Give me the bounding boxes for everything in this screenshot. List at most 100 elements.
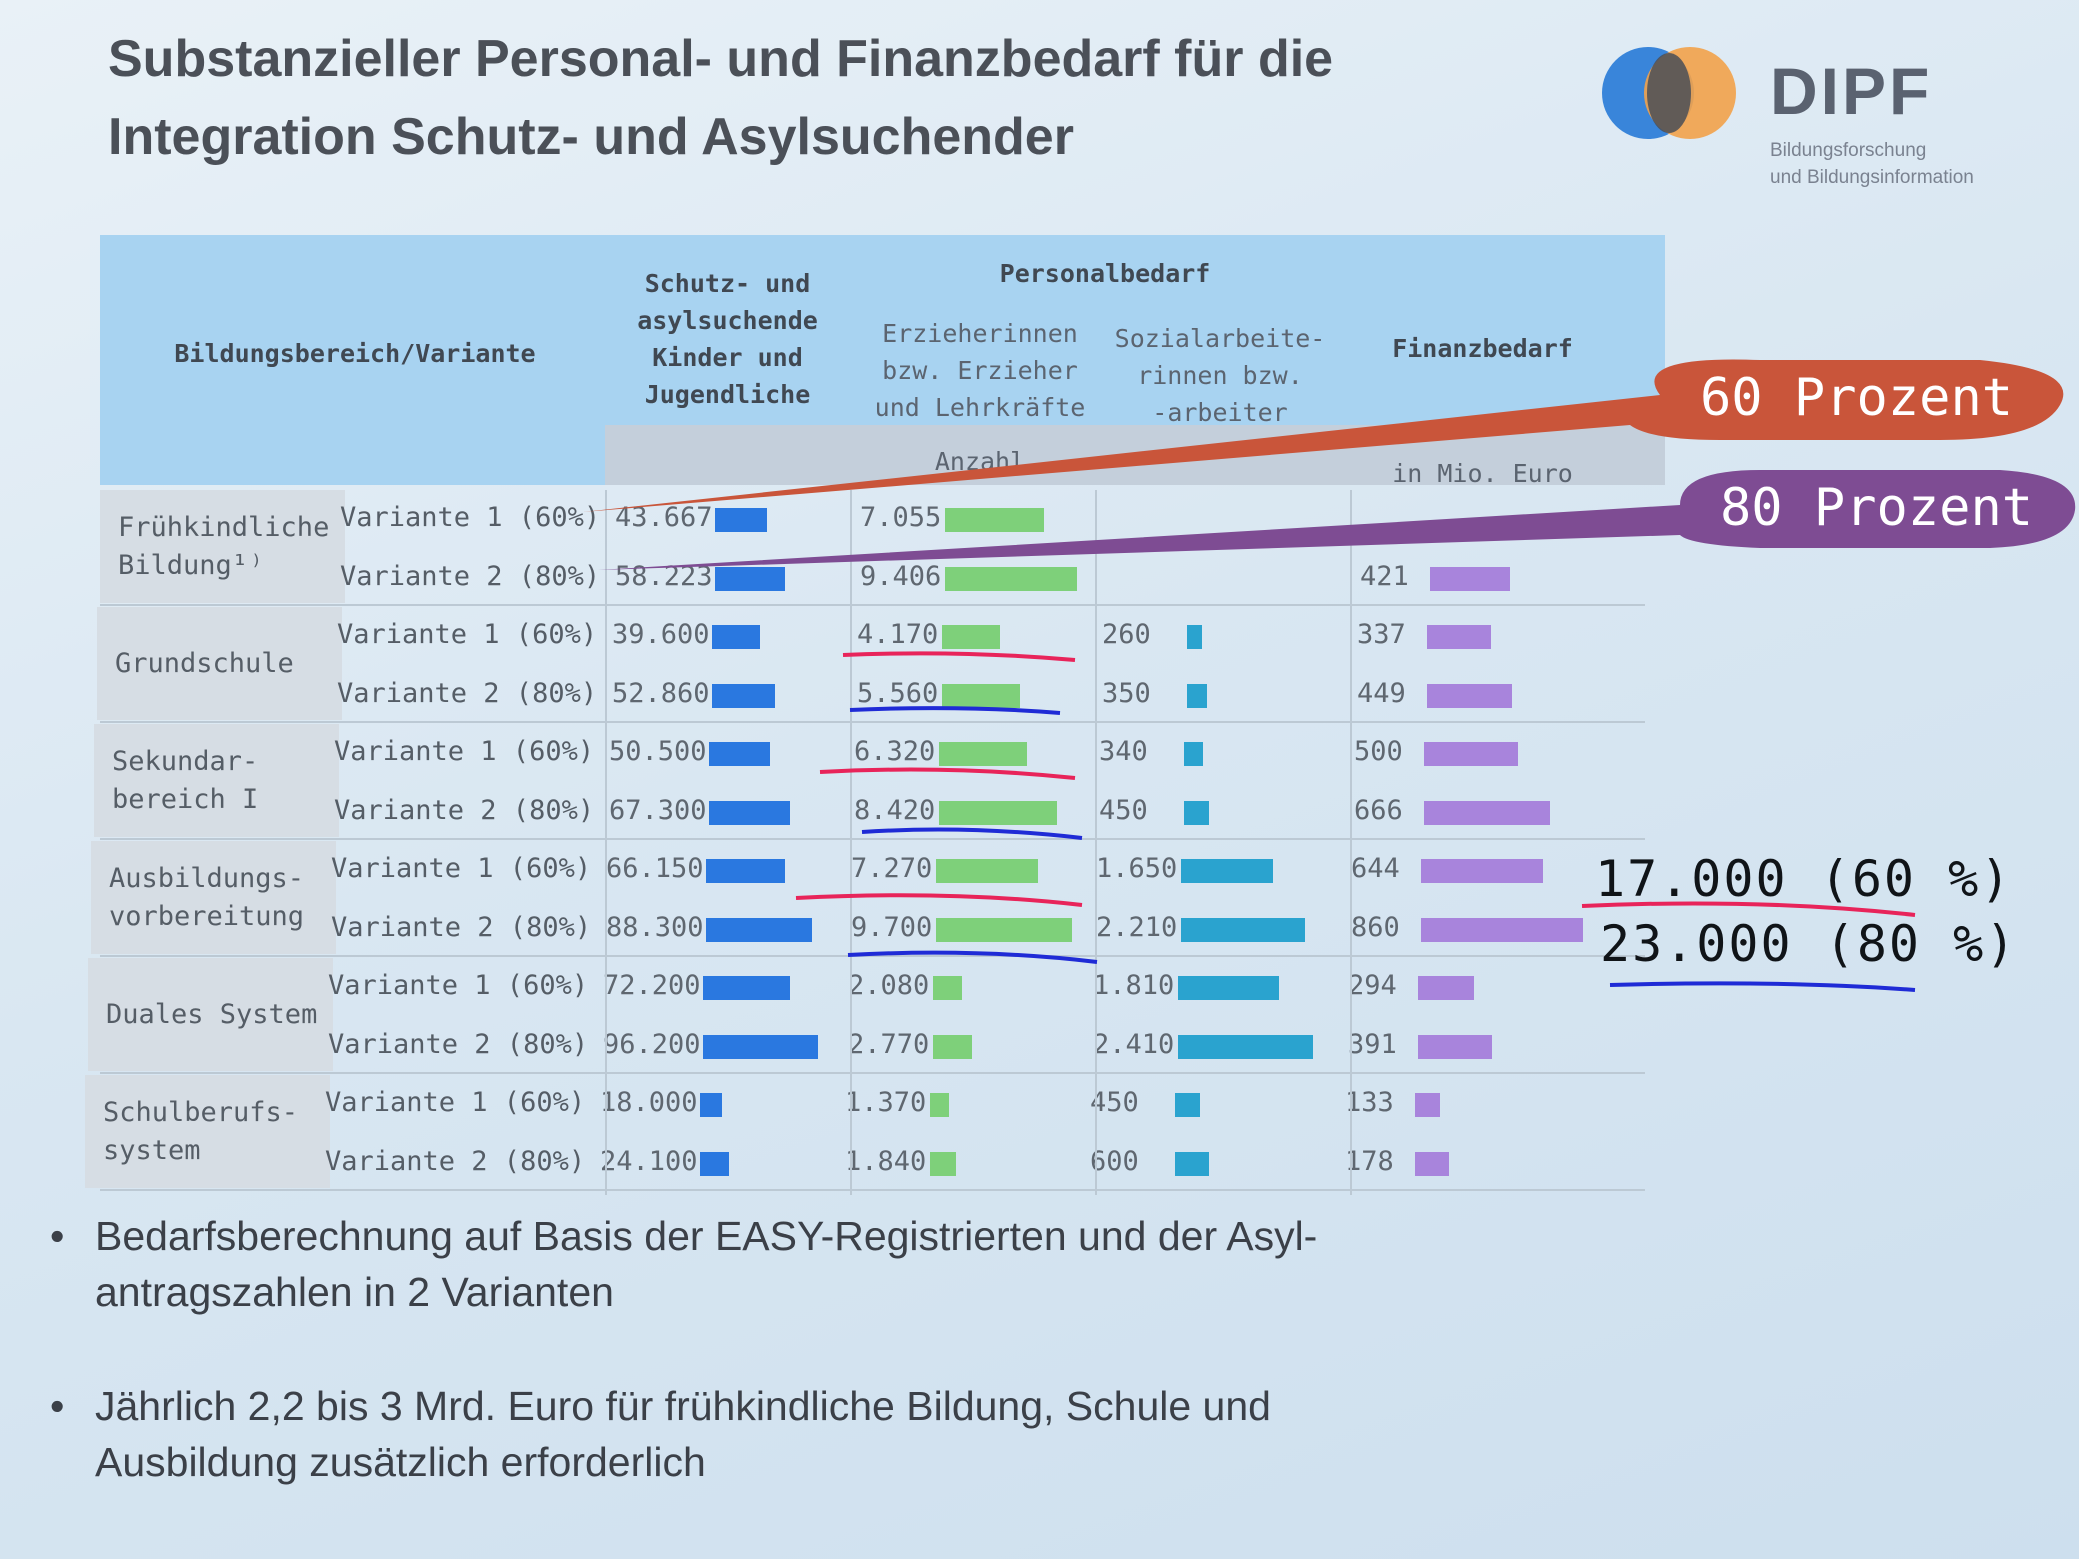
children-bar: [712, 625, 760, 649]
children-bar: [706, 917, 812, 942]
finance-value: 421: [1360, 560, 1409, 592]
header-personal: Personalbedarf: [999, 259, 1211, 288]
social-value: 2.210: [1096, 911, 1178, 943]
educators-value: 6.320: [854, 736, 936, 767]
group-label: Duales System: [88, 958, 333, 1071]
header-area: Bildungsbereich/Variante: [174, 339, 536, 368]
header-children: Schutz- und asylsuchende Kinder und Juge…: [637, 269, 818, 409]
educators-bar: [936, 859, 1038, 883]
group-label-line-2: vorbereitung: [109, 900, 305, 932]
finance-bar: [1427, 683, 1512, 708]
group-label-line-1: Grundschule: [115, 647, 294, 679]
children-bar: [703, 1034, 818, 1059]
children-bar: [700, 1151, 729, 1176]
social-value: 450: [1090, 1087, 1139, 1118]
variant-label: Variante 2 (80%): [337, 677, 598, 709]
educators-value: 2.080: [848, 970, 930, 1001]
variant-label: Variante 2 (80%): [334, 794, 595, 826]
finance-bar: [1427, 625, 1491, 649]
callout-80-label: 80 Prozent: [1720, 478, 2034, 538]
logo-subtitle-1: Bildungsforschung: [1770, 140, 1927, 161]
finance-value: 391: [1348, 1028, 1397, 1060]
title-line-2: Integration Schutz- und Asylsuchender: [108, 108, 1074, 166]
children-bar: [712, 683, 775, 708]
social-bar: [1181, 917, 1305, 942]
finance-value: 133: [1345, 1087, 1394, 1118]
group-label-line-1: Schulberufs-: [103, 1096, 299, 1128]
variant-label: Variante 1 (60%): [340, 502, 601, 533]
variant-label: Variante 2 (80%): [325, 1145, 586, 1177]
social-value: 1.650: [1096, 853, 1178, 884]
finance-value: 500: [1354, 736, 1403, 767]
children-value: 52.860: [612, 677, 710, 709]
finance-value: 178: [1345, 1145, 1394, 1177]
finance-bar: [1418, 976, 1474, 1000]
social-value: 340: [1099, 736, 1148, 767]
header-social: Sozialarbeite- rinnen bzw. -arbeiter: [1114, 324, 1326, 427]
finance-value: 666: [1354, 794, 1403, 826]
children-bar: [706, 859, 785, 883]
finance-bar: [1415, 1093, 1440, 1117]
social-bar: [1175, 1151, 1209, 1176]
children-bar: [715, 508, 767, 532]
educators-value: 4.170: [857, 619, 939, 650]
social-bar: [1187, 625, 1202, 649]
slide-title: Substanzieller Personal- und Finanzbedar…: [108, 20, 1558, 176]
finance-value: 294: [1348, 970, 1397, 1001]
children-value: 39.600: [612, 619, 710, 650]
variant-label: Variante 1 (60%): [334, 736, 595, 767]
children-bar: [709, 742, 770, 766]
variant-label: Variante 1 (60%): [325, 1087, 586, 1118]
header-money-unit: in Mio. Euro: [1392, 459, 1573, 488]
red-underline-1: [842, 651, 1076, 662]
children-bar: [715, 566, 785, 591]
callout-60-label: 60 Prozent: [1700, 368, 2014, 428]
red-underline-4: [1581, 901, 1916, 917]
finance-bar: [1424, 800, 1550, 825]
column-divider: [1350, 490, 1352, 1195]
educators-bar: [939, 800, 1057, 825]
title-line-1: Substanzieller Personal- und Finanzbedar…: [108, 30, 1334, 88]
variant-label: Variante 2 (80%): [331, 911, 592, 943]
educators-bar: [942, 683, 1020, 708]
header-educators: Erzieherinnen bzw. Erzieher und Lehrkräf…: [874, 319, 1086, 422]
finance-value: 449: [1357, 677, 1406, 709]
row-divider: [100, 955, 1645, 957]
social-bar: [1187, 683, 1207, 708]
row-divider: [100, 1189, 1645, 1191]
educators-bar: [945, 566, 1077, 591]
educators-bar: [942, 625, 1000, 649]
group-label-line-2: bereich I: [112, 783, 259, 815]
finance-bar: [1418, 1034, 1492, 1059]
educators-value: 1.370: [845, 1087, 927, 1118]
header-finance: Finanzbedarf: [1392, 334, 1573, 363]
educators-bar: [936, 917, 1072, 942]
social-value: 600: [1090, 1145, 1139, 1177]
children-value: 88.300: [606, 911, 704, 943]
social-value: 1.810: [1093, 970, 1175, 1001]
educators-bar: [933, 976, 962, 1000]
group-label-line-1: Ausbildungs-: [109, 862, 305, 894]
finance-bar: [1421, 917, 1583, 942]
bullet-dot: •: [50, 1383, 65, 1429]
educators-bar: [933, 1034, 972, 1059]
group-label: Grundschule: [97, 607, 342, 720]
finance-bar: [1415, 1151, 1449, 1176]
educators-bar: [945, 508, 1044, 532]
row-divider: [100, 604, 1645, 606]
children-value: 50.500: [609, 736, 707, 767]
variant-label: Variante 1 (60%): [328, 970, 589, 1001]
callout-60-shape: [583, 359, 2064, 512]
group-label-line-1: Duales System: [106, 998, 318, 1030]
logo-subtitle-2: und Bildungsinformation: [1770, 167, 1974, 188]
educators-value: 9.700: [851, 911, 933, 943]
variant-label: Variante 1 (60%): [331, 853, 592, 884]
logo-circles-icon: [1602, 47, 1736, 139]
annotation-60: 17.000 (60 %): [1595, 850, 2013, 908]
children-bar: [703, 976, 790, 1000]
group-label: Sekundar-bereich I: [94, 724, 339, 837]
dipf-logo: DIPF Bildungsforschung und Bildungsinfor…: [1590, 45, 2060, 215]
group-label-line-2: system: [103, 1134, 201, 1166]
social-value: 260: [1102, 619, 1151, 650]
row-divider: [100, 1072, 1645, 1074]
